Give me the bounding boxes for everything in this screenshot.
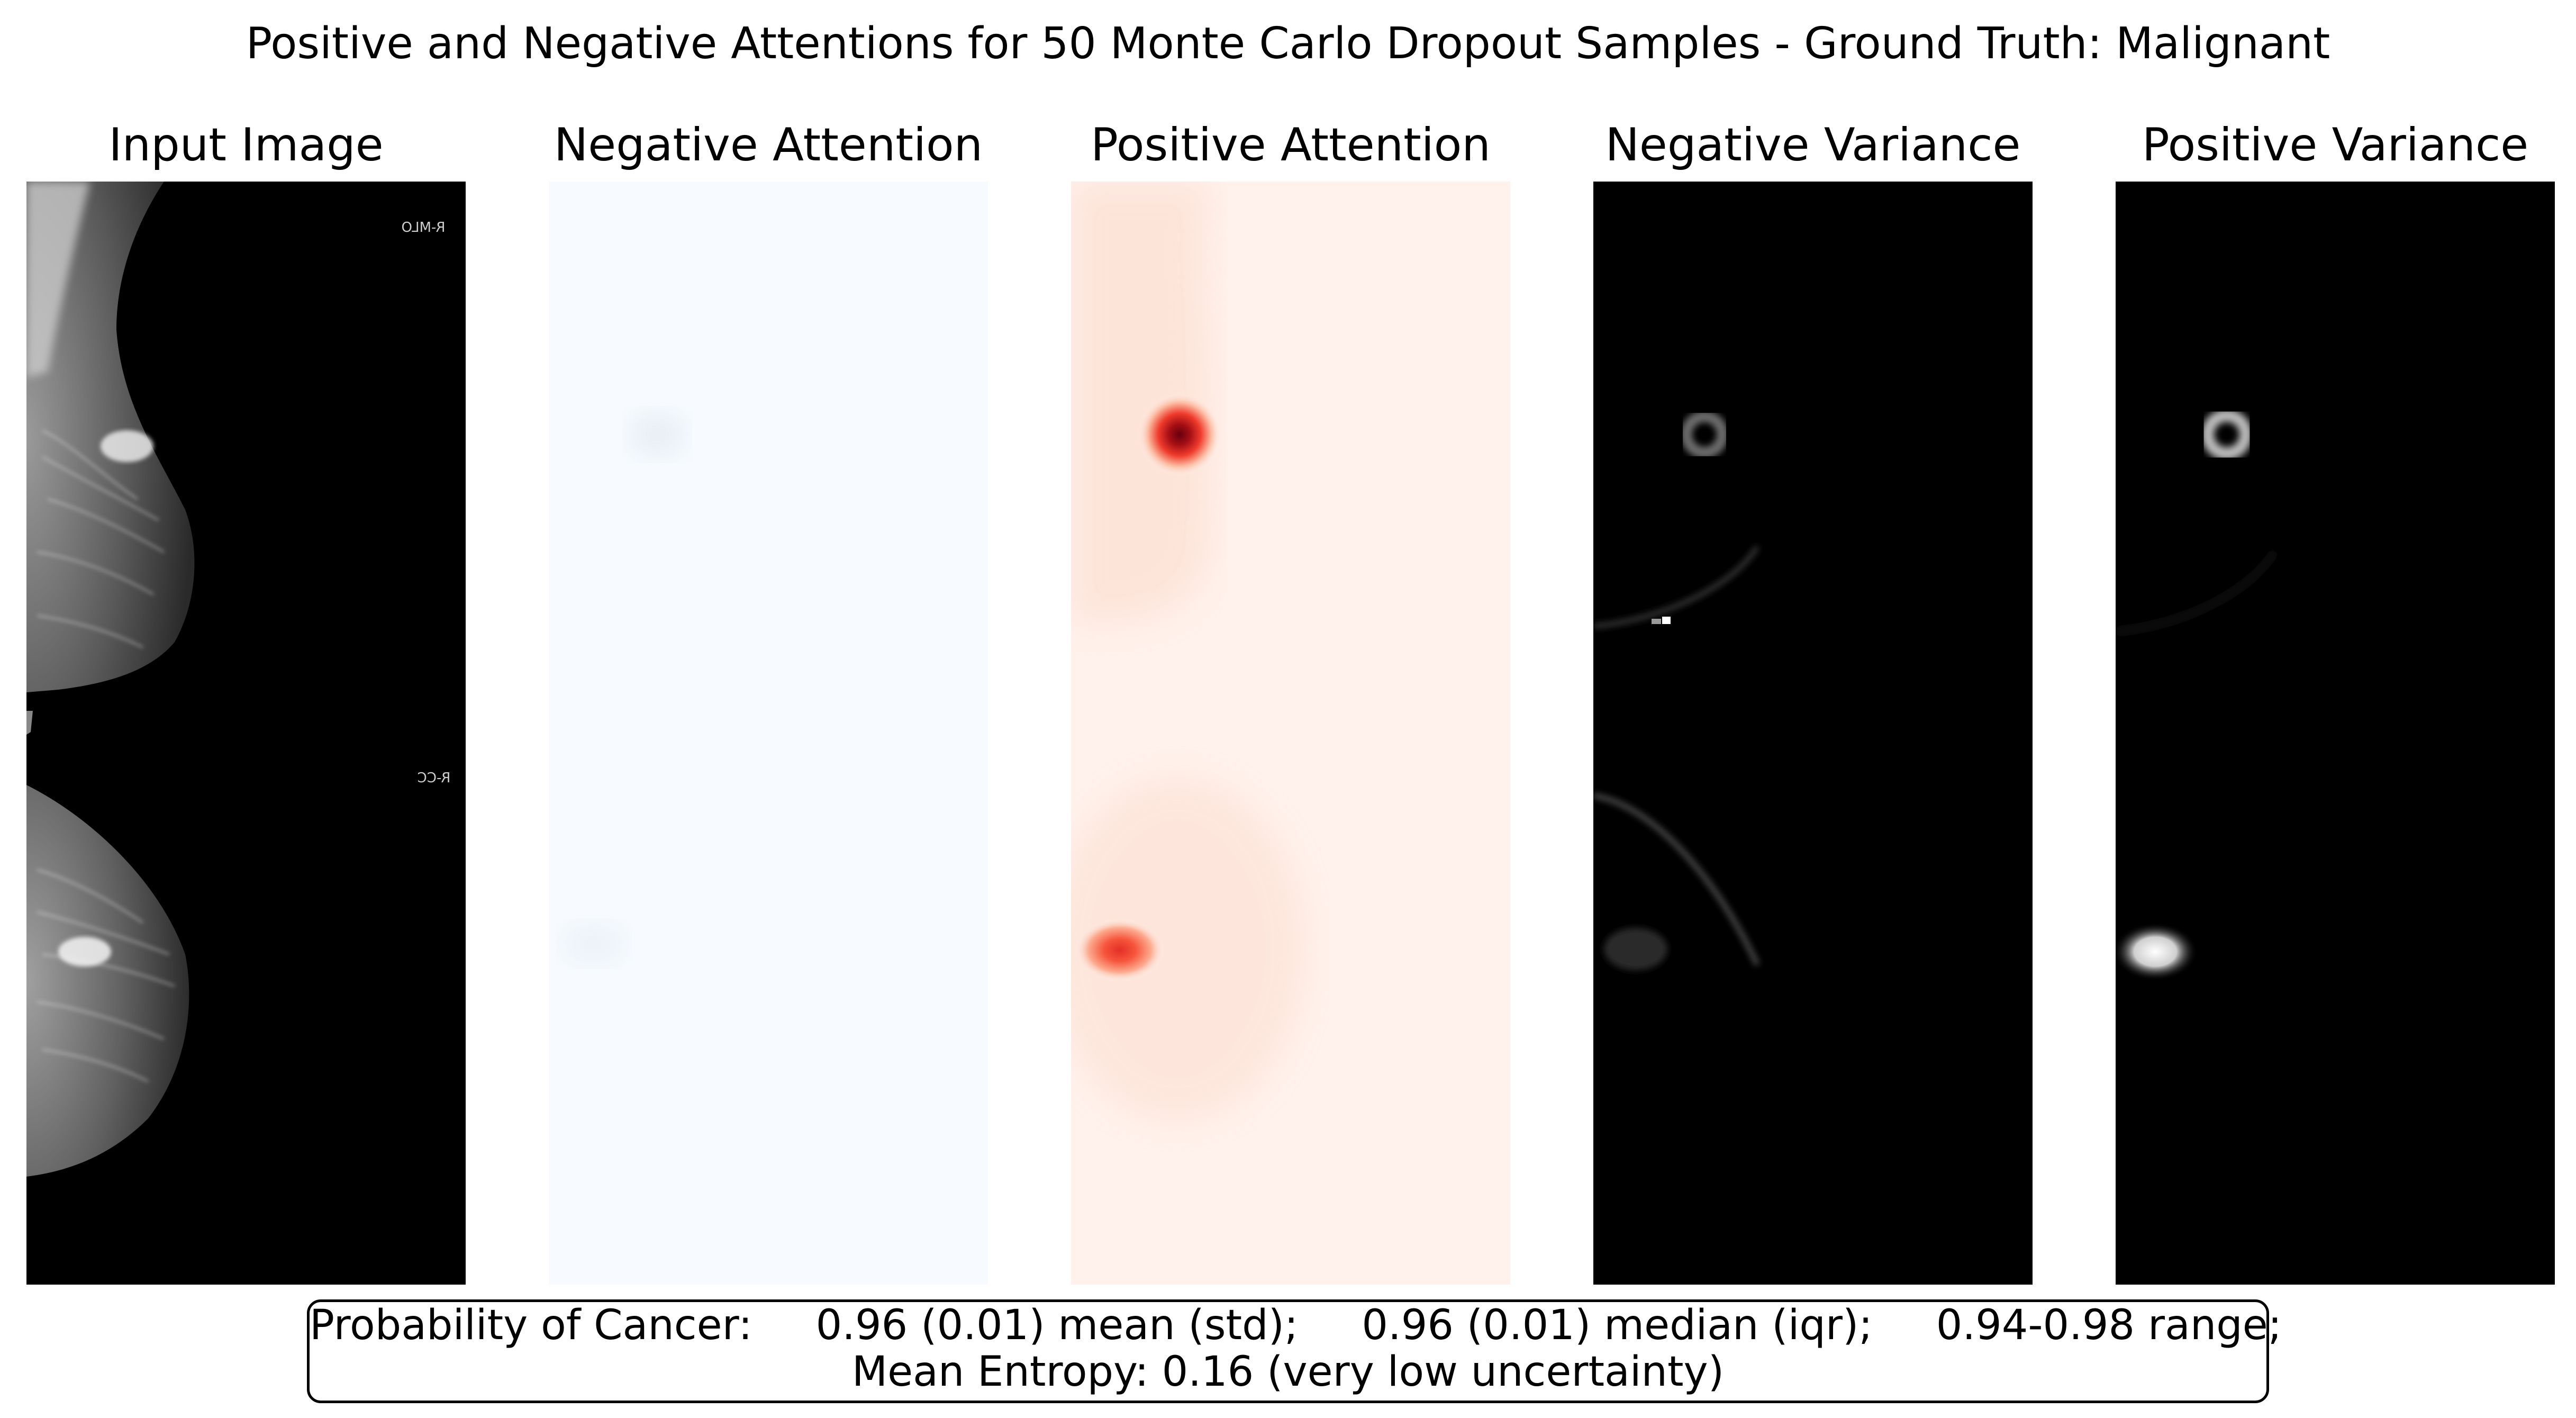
view-label-mlo: R-MLO xyxy=(402,220,446,236)
negative-attention-spot-2 xyxy=(562,923,625,965)
summary-box: Probability of Cancer: 0.96 (0.01) mean (… xyxy=(307,1299,2282,1403)
negative-variance-panel xyxy=(1593,182,2033,1285)
panel-title-negative-attention: Negative Attention xyxy=(554,119,983,171)
probability-label: Probability of Cancer: xyxy=(310,1302,752,1349)
positive-variance-hotspot xyxy=(2116,923,2198,981)
positive-variance-heatmap xyxy=(2116,182,2555,1285)
input-image-panel: R-MLO R-CC xyxy=(26,182,466,1285)
negative-variance-heatmap xyxy=(1593,182,2033,1285)
positive-variance-background xyxy=(2116,182,2555,1285)
probability-range: 0.94-0.98 range; xyxy=(1936,1302,2282,1349)
panel-title-negative-variance: Negative Variance xyxy=(1605,119,2021,171)
positive-attention-hotspot-cc xyxy=(1075,918,1165,982)
negative-variance-background xyxy=(1593,182,2033,1285)
positive-attention-panel xyxy=(1071,182,1510,1285)
negative-attention-panel xyxy=(549,182,988,1285)
positive-variance-ring xyxy=(2201,409,2252,460)
negative-variance-ring xyxy=(1681,411,1728,458)
positive-attention-heatmap xyxy=(1071,182,1510,1285)
panel-title-positive-variance: Positive Variance xyxy=(2142,119,2529,171)
figure-title: Positive and Negative Attentions for 50 … xyxy=(246,19,2330,69)
mammogram-image: R-MLO R-CC xyxy=(26,182,466,1285)
panel-title-positive-attention: Positive Attention xyxy=(1091,119,1491,171)
view-label-cc: R-CC xyxy=(418,770,451,786)
positive-variance-panel xyxy=(2116,182,2555,1285)
summary-line-entropy: Mean Entropy: 0.16 (very low uncertainty… xyxy=(851,1348,1725,1396)
negative-attention-spot-1 xyxy=(628,411,686,458)
positive-attention-hotspot-mlo xyxy=(1137,392,1222,477)
negative-variance-bright-pixel xyxy=(1662,617,1671,624)
probability-median-iqr: 0.96 (0.01) median (iqr); xyxy=(1362,1302,1873,1349)
probability-mean-std: 0.96 (0.01) mean (std); xyxy=(815,1302,1299,1349)
negative-attention-background xyxy=(549,182,988,1285)
negative-attention-heatmap xyxy=(549,182,988,1285)
panel-title-input-image: Input Image xyxy=(108,119,384,171)
summary-line-probability: Probability of Cancer: 0.96 (0.01) mean (… xyxy=(310,1302,2282,1349)
